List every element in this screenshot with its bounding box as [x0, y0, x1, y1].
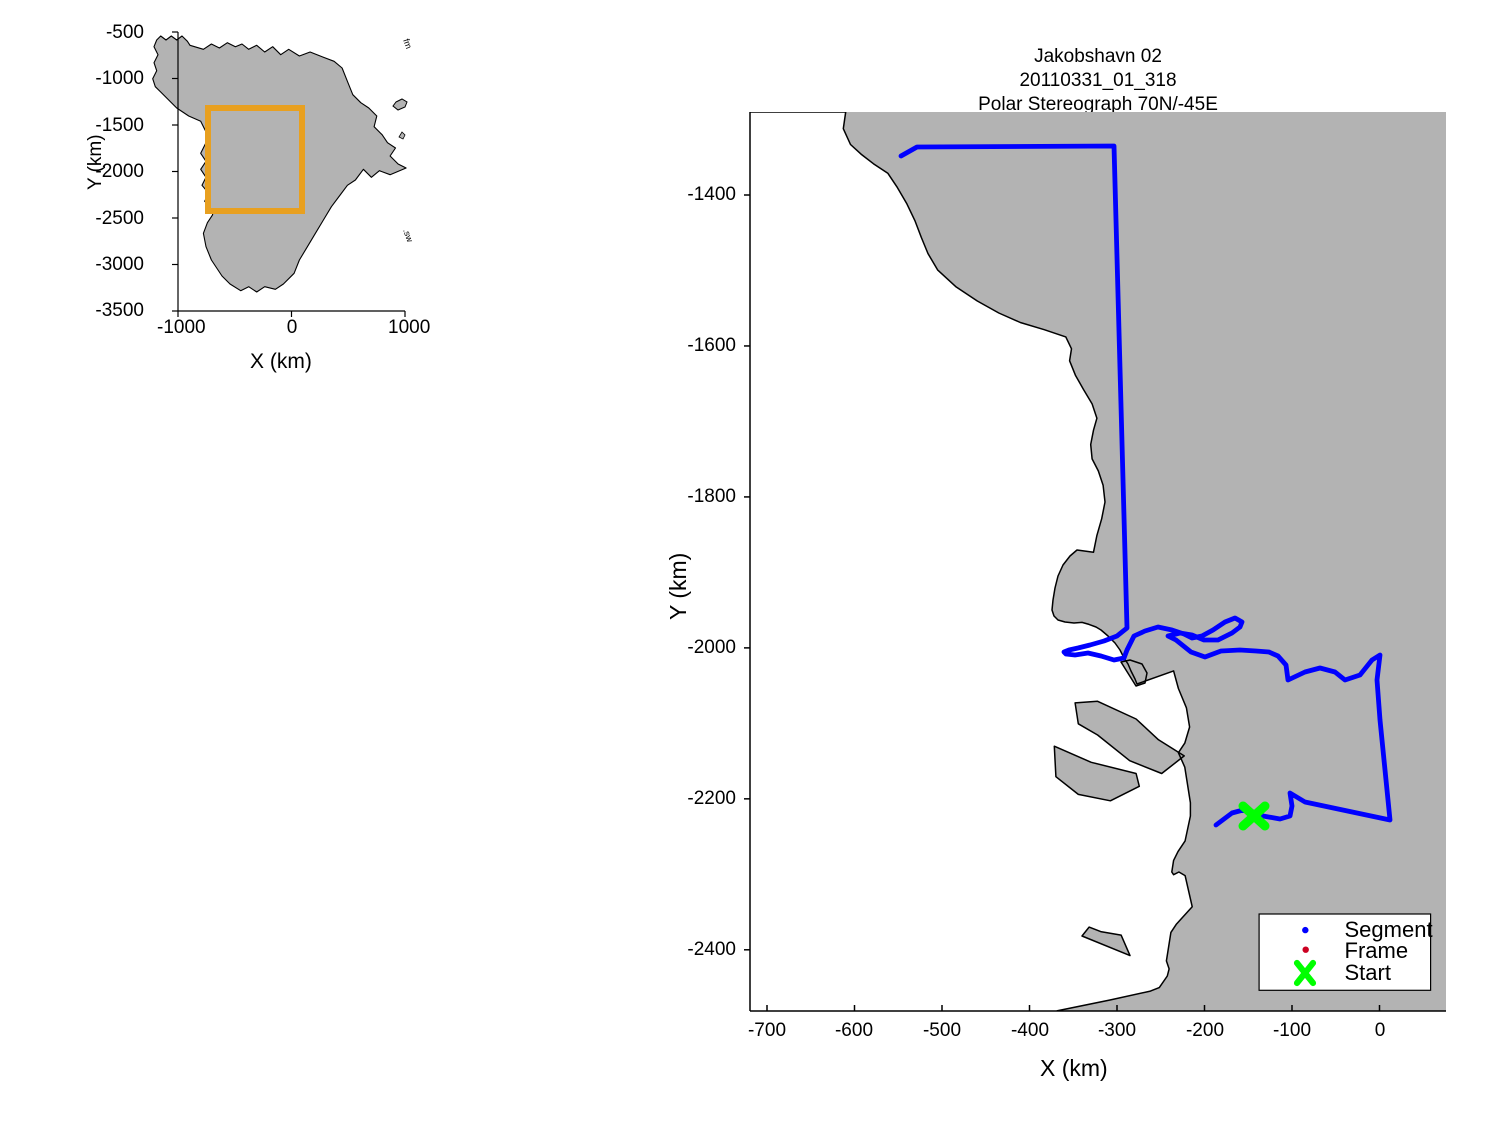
- svg-text:Start: Start: [1345, 960, 1391, 985]
